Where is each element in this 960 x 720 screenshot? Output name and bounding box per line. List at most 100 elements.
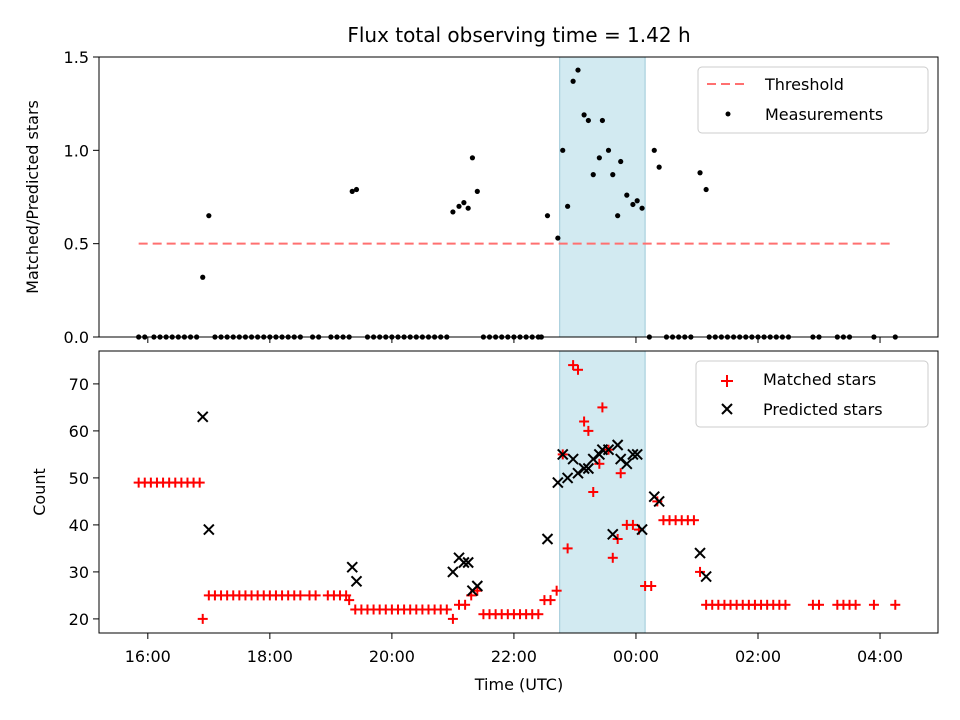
matched-star-point xyxy=(695,566,706,577)
measurement-point xyxy=(590,172,596,178)
top-shaded-region xyxy=(559,56,646,338)
matched-star-point xyxy=(441,604,452,615)
measurement-point xyxy=(630,201,636,208)
measurement-point xyxy=(599,117,606,124)
matched-star-point xyxy=(814,599,825,610)
predicted-star-point xyxy=(611,439,624,451)
predicted-star-point xyxy=(447,566,459,578)
y-tick-label: 50 xyxy=(69,469,89,488)
matched-star-point xyxy=(688,515,699,526)
x-axis-label: Time (UTC) xyxy=(474,675,563,694)
legend-predicted-swatch xyxy=(721,403,733,415)
y-tick-label: 30 xyxy=(69,563,89,582)
legend-measurements-label: Measurements xyxy=(765,105,883,124)
predicted-star-mark-b xyxy=(631,448,643,461)
matched-star-point xyxy=(551,585,562,596)
predicted-star-point xyxy=(197,411,209,423)
predicted-star-mark-b xyxy=(621,458,633,470)
measurement-point xyxy=(656,164,662,170)
matched-star-point xyxy=(533,609,544,620)
predicted-star-point xyxy=(582,462,595,475)
measurement-point xyxy=(703,186,709,193)
measurement-point xyxy=(575,67,581,73)
y-tick-label: 40 xyxy=(69,516,89,535)
top-panel: 0.0 0.5 1.0 1.5 Matched/Predicted stars Thr… xyxy=(23,48,939,347)
predicted-star-point xyxy=(561,472,574,484)
matched-star-point xyxy=(607,552,618,563)
matched-star-point xyxy=(588,487,599,497)
matched-star-point xyxy=(652,496,663,507)
predicted-star-mark-b xyxy=(636,523,648,536)
predicted-star-mark-b xyxy=(346,561,358,573)
x-tick-label: 04:00 xyxy=(857,647,903,666)
measurement-point xyxy=(581,112,587,118)
matched-star-point xyxy=(197,613,208,624)
measurement-point xyxy=(353,186,360,193)
y-tick-label: 1.5 xyxy=(64,48,89,67)
predicted-star-mark-b xyxy=(203,523,215,536)
predicted-star-point xyxy=(653,495,665,508)
measurement-point xyxy=(596,155,602,161)
predicted-star-mark-b xyxy=(607,528,619,541)
matched-star-point xyxy=(572,364,583,375)
top-y-axis-label: Matched/Predicted stars xyxy=(23,100,42,294)
matched-star-point xyxy=(583,425,594,436)
predicted-star-point xyxy=(567,453,579,465)
predicted-star-mark-b xyxy=(561,472,574,484)
top-y-ticks: 0.0 0.5 1.0 1.5 xyxy=(64,48,99,347)
bottom-plot-frame xyxy=(98,350,939,634)
chart-title: Flux total observing time = 1.42 h xyxy=(347,23,690,47)
measurement-point xyxy=(544,213,551,219)
predicted-star-mark-b xyxy=(458,556,470,569)
predicted-star-point xyxy=(458,556,470,569)
measurement-point xyxy=(697,170,703,176)
matched-star-point xyxy=(344,595,355,606)
measurement-point xyxy=(560,147,566,153)
measurement-point xyxy=(465,205,471,211)
measurement-point xyxy=(349,188,355,194)
matched-star-points xyxy=(133,360,901,624)
measurement-point xyxy=(618,158,624,165)
predicted-star-mark-b xyxy=(567,453,579,465)
measurement-point xyxy=(610,172,616,178)
predicted-star-mark-b xyxy=(557,448,569,461)
measurement-point xyxy=(624,192,630,198)
predicted-star-points xyxy=(197,411,712,597)
measurement-point xyxy=(555,235,561,241)
matched-star-point xyxy=(868,599,879,610)
predicted-star-point xyxy=(694,547,706,559)
matched-star-point xyxy=(460,599,471,610)
predicted-star-point xyxy=(462,556,474,569)
measurement-point xyxy=(585,117,591,124)
x-tick-label: 02:00 xyxy=(735,647,781,666)
measurement-point xyxy=(615,213,621,219)
matched-star-point xyxy=(568,360,579,371)
measurement-point xyxy=(605,147,612,153)
matched-star-point xyxy=(562,543,573,554)
predicted-star-point xyxy=(346,561,358,573)
predicted-star-point xyxy=(203,523,215,536)
matched-star-point xyxy=(594,458,605,469)
predicted-star-point xyxy=(578,462,590,475)
matched-star-point xyxy=(615,468,626,479)
y-tick-label: 70 xyxy=(69,375,89,394)
y-tick-label: 0.5 xyxy=(64,235,89,254)
matched-star-point xyxy=(597,402,608,413)
measurement-point xyxy=(200,274,206,280)
top-plot-frame xyxy=(98,56,939,338)
bottom-shaded-region xyxy=(559,350,646,634)
predicted-star-mark-b xyxy=(447,566,459,578)
legend-matched-swatch xyxy=(721,375,733,387)
predicted-star-point xyxy=(557,448,569,461)
y-tick-label: 1.0 xyxy=(64,141,89,160)
matched-star-point xyxy=(545,595,556,606)
measurement-point xyxy=(461,200,467,206)
x-tick-label: 16:00 xyxy=(125,647,171,666)
legend-measurements-swatch xyxy=(725,111,731,117)
matched-star-point xyxy=(646,581,657,591)
predicted-star-mark-b xyxy=(582,462,595,475)
predicted-star-point xyxy=(627,448,639,461)
predicted-star-mark-b xyxy=(694,547,706,559)
predicted-star-mark-b xyxy=(614,453,627,465)
legend-threshold-label: Threshold xyxy=(764,75,844,94)
